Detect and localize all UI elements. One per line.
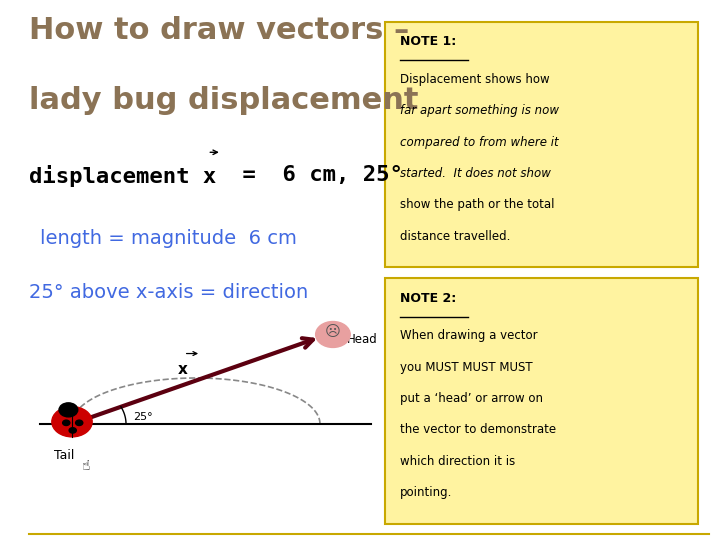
Text: pointing.: pointing.	[400, 486, 452, 499]
Text: the vector to demonstrate: the vector to demonstrate	[400, 423, 556, 436]
Text: Displacement shows how: Displacement shows how	[400, 73, 549, 86]
Text: NOTE 1:: NOTE 1:	[400, 35, 456, 48]
Text: ☝: ☝	[82, 459, 91, 473]
FancyBboxPatch shape	[385, 278, 698, 524]
Text: compared to from where it: compared to from where it	[400, 136, 558, 148]
Circle shape	[76, 420, 83, 426]
Text: displacement x: displacement x	[29, 165, 216, 187]
Text: show the path or the total: show the path or the total	[400, 198, 554, 211]
Text: Tail: Tail	[54, 449, 74, 462]
Text: far apart something is now: far apart something is now	[400, 104, 559, 117]
Text: When drawing a vector: When drawing a vector	[400, 329, 537, 342]
Text: put a ‘head’ or arrow on: put a ‘head’ or arrow on	[400, 392, 543, 405]
Circle shape	[63, 420, 70, 426]
Circle shape	[69, 428, 76, 433]
Text: lady bug displacement: lady bug displacement	[29, 86, 418, 116]
Text: 25° above x-axis = direction: 25° above x-axis = direction	[29, 284, 308, 302]
Circle shape	[315, 321, 350, 347]
Text: length = magnitude  6 cm: length = magnitude 6 cm	[40, 230, 297, 248]
Text: which direction it is: which direction it is	[400, 455, 515, 468]
Text: 25°: 25°	[133, 411, 153, 422]
Circle shape	[59, 403, 78, 417]
Text: =  6 cm, 25°: = 6 cm, 25°	[229, 165, 402, 185]
Text: you MUST MUST MUST: you MUST MUST MUST	[400, 361, 532, 374]
Text: ☹: ☹	[325, 325, 341, 339]
Text: started.  It does not show: started. It does not show	[400, 167, 551, 180]
Text: NOTE 2:: NOTE 2:	[400, 292, 456, 305]
Circle shape	[52, 407, 92, 437]
Text: x: x	[178, 362, 188, 377]
Text: How to draw vectors –: How to draw vectors –	[29, 16, 409, 45]
Text: Head: Head	[347, 333, 378, 346]
FancyBboxPatch shape	[385, 22, 698, 267]
Text: distance travelled.: distance travelled.	[400, 230, 510, 242]
